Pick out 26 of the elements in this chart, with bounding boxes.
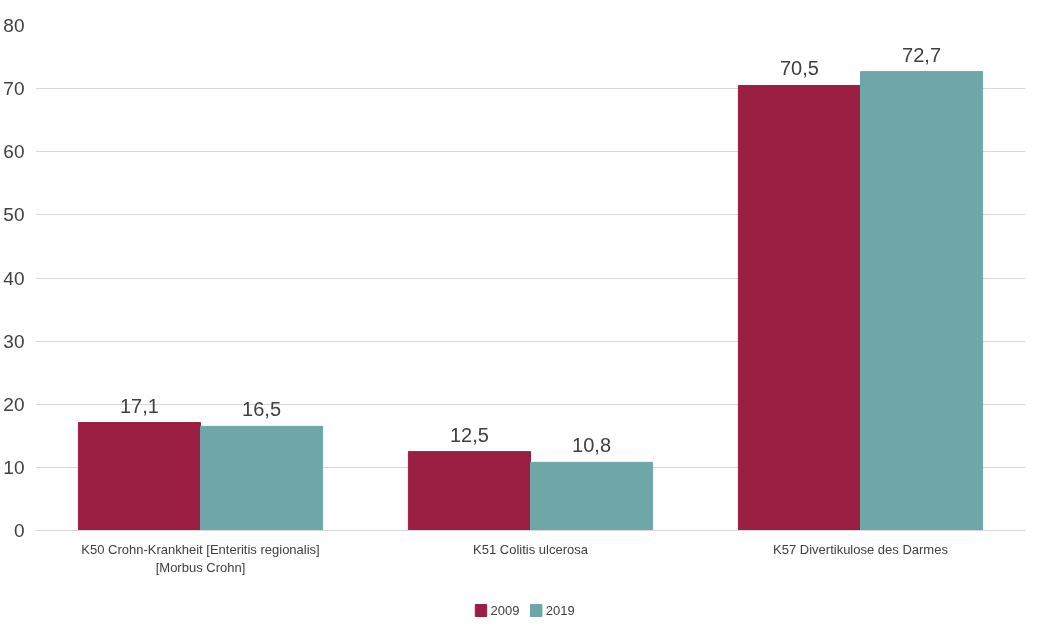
- bar: [200, 425, 324, 531]
- y-tick-label: 80: [3, 15, 25, 36]
- y-tick-label: 0: [13, 520, 25, 541]
- bar: [737, 84, 861, 531]
- data-label: 10,8: [572, 434, 612, 457]
- y-tick-label: 30: [3, 330, 25, 352]
- bar: [530, 461, 654, 531]
- y-tick-label: 60: [3, 141, 25, 163]
- data-label: 70,5: [779, 57, 819, 80]
- bar: [407, 451, 531, 531]
- data-label: 72,7: [902, 43, 942, 66]
- bar: [77, 422, 201, 531]
- y-tick-label: 10: [3, 456, 25, 478]
- data-label: 17,1: [119, 394, 159, 417]
- x-tick-label: K51 Colitis ulcerosa: [473, 541, 589, 557]
- y-tick-label: 70: [3, 78, 25, 100]
- data-label: 16,5: [242, 398, 282, 421]
- data-label: 12,5: [449, 423, 489, 446]
- y-tick-label: 50: [3, 204, 25, 226]
- legend-label: 2009: [490, 603, 520, 618]
- y-tick-label: 20: [3, 393, 25, 415]
- y-tick-label: 40: [3, 267, 25, 289]
- legend-label: 2019: [545, 603, 575, 618]
- x-tick-label: K50 Crohn-Krankheit [Enteritis regionalis] [Morbus Crohn]: [81, 541, 320, 575]
- x-tick-label: K57 Divertikulose des Darmes: [773, 541, 949, 557]
- bar: [860, 71, 984, 531]
